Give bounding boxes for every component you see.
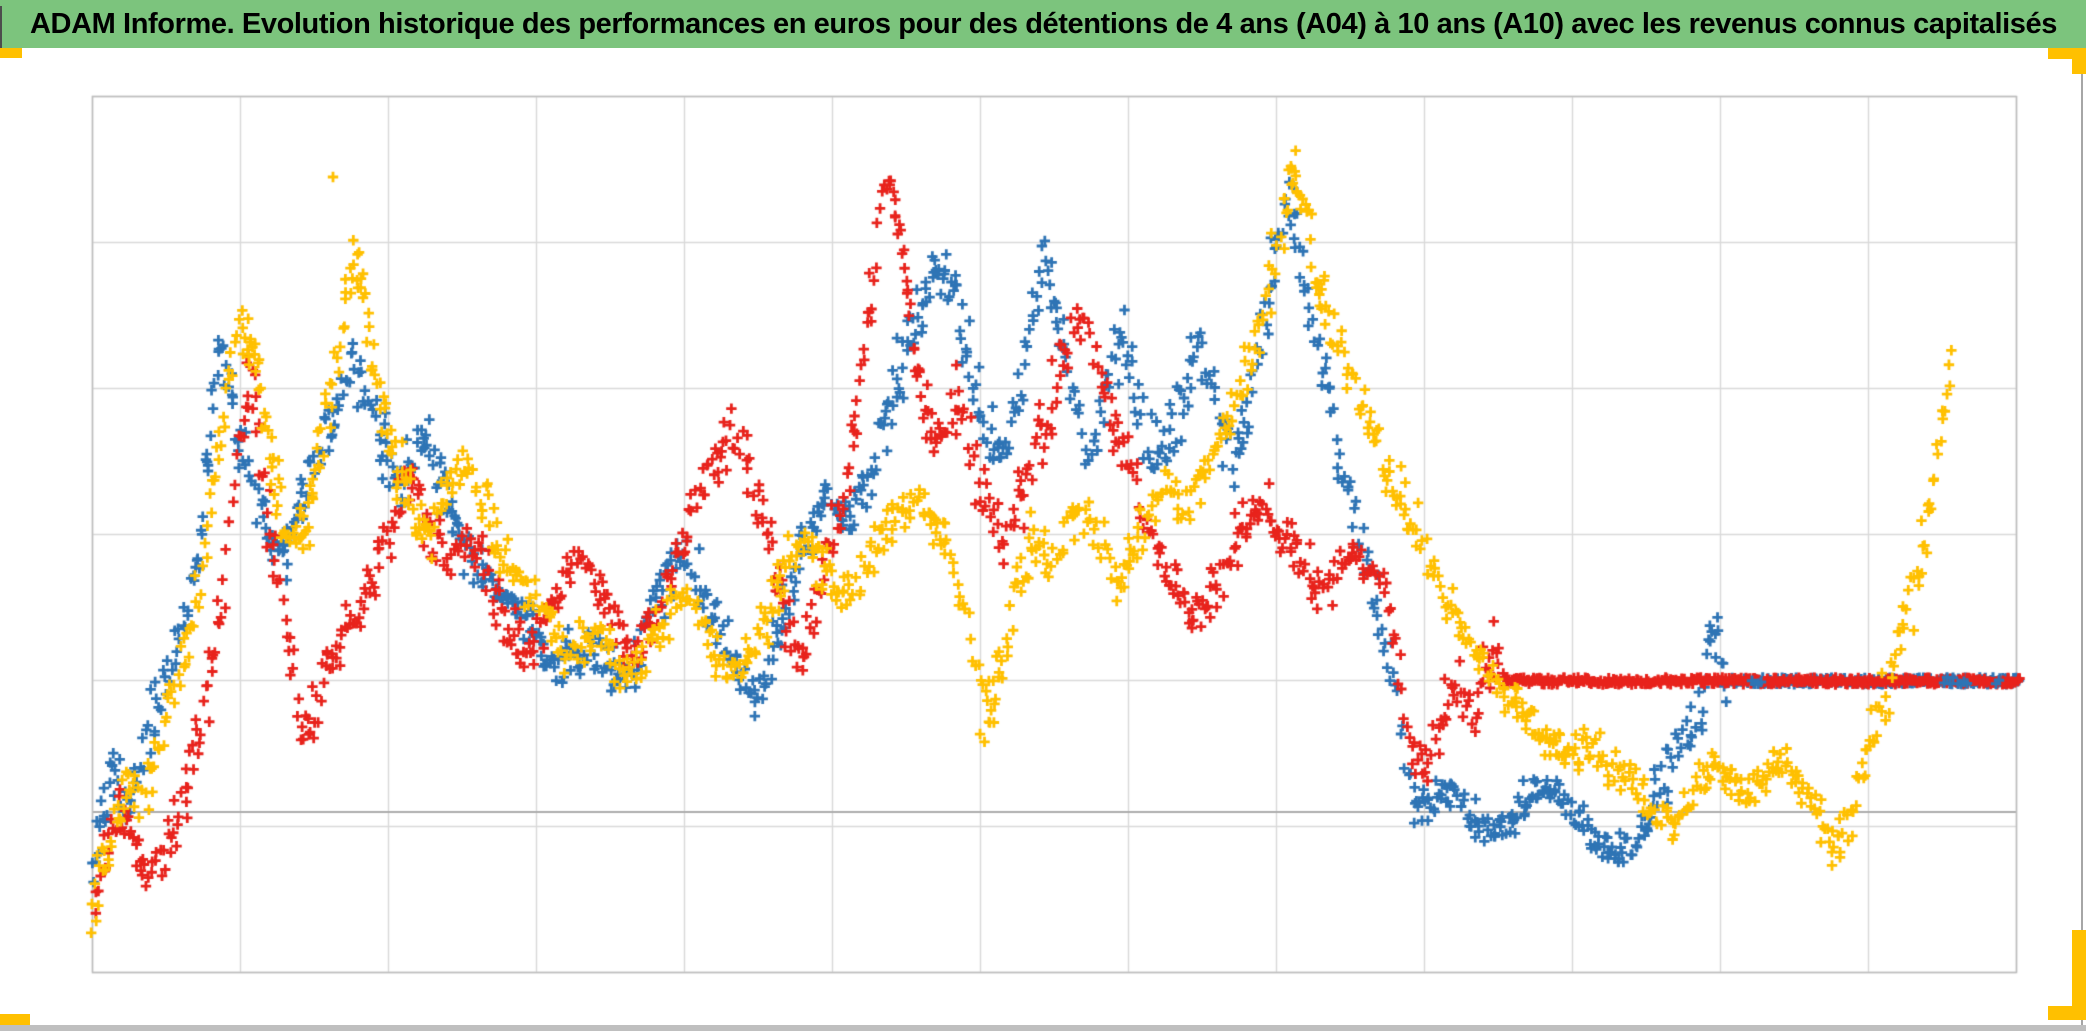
accent-corner-top-right-vertical [2072, 48, 2086, 74]
chart-title-bar: ADAM Informe. Evolution historique des p… [0, 0, 2086, 48]
sheet-right-edge-line [2081, 48, 2083, 1026]
chart-title: ADAM Informe. Evolution historique des p… [30, 7, 2057, 40]
window-edge-line [0, 6, 2, 48]
accent-corner-bottom-right-vertical [2072, 930, 2086, 1018]
bottom-scrollbar-track[interactable] [0, 1025, 2086, 1031]
accent-corner-bottom-left [0, 1014, 30, 1026]
accent-corner-top-right-horizontal [2048, 48, 2086, 59]
accent-corner-bottom-right-horizontal [2048, 1006, 2086, 1020]
accent-corner-top-left [0, 48, 22, 58]
